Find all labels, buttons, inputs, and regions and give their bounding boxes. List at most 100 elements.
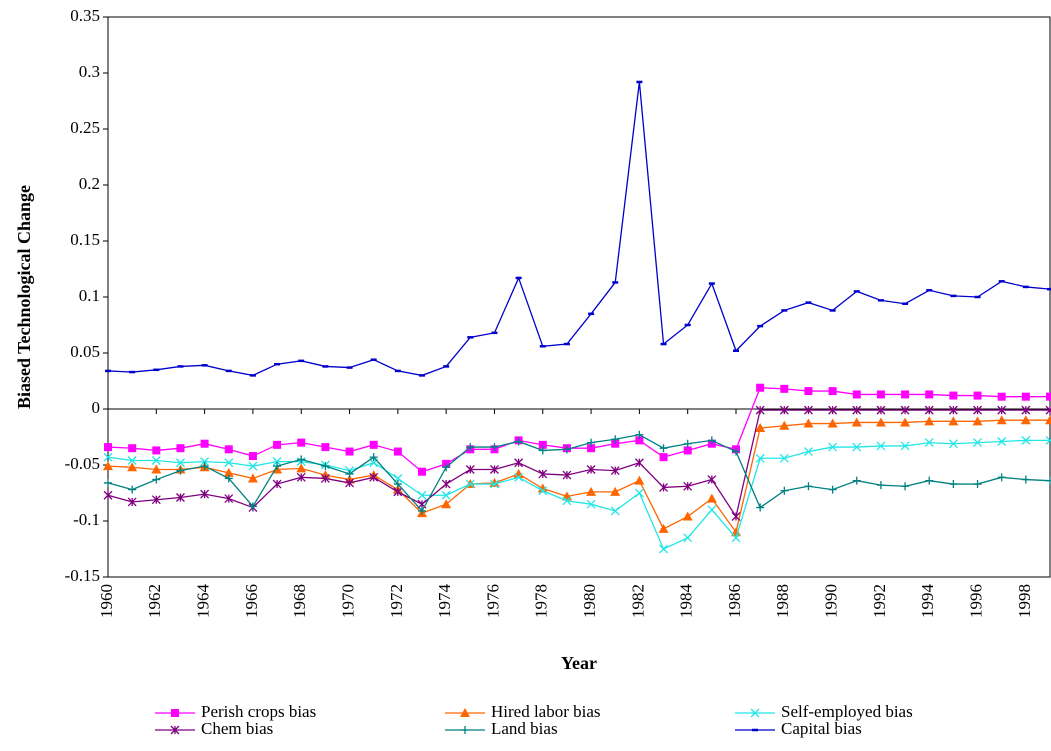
- data-point: [538, 440, 547, 449]
- x-tick-label: 1986: [725, 584, 744, 618]
- data-point: [247, 473, 258, 483]
- data-point: [128, 444, 137, 453]
- data-point: [659, 453, 668, 462]
- data-point: [900, 417, 911, 427]
- series-line: [107, 387, 1050, 473]
- data-point: [683, 481, 693, 491]
- data-point: [417, 490, 427, 500]
- data-point: [224, 458, 234, 468]
- data-point: [755, 423, 766, 433]
- data-point: [973, 391, 982, 400]
- data-point: [465, 479, 475, 489]
- y-tick-label: -0.05: [65, 454, 100, 473]
- data-point: [900, 405, 910, 415]
- series-line: [107, 434, 1051, 513]
- x-tick-label: 1964: [194, 584, 213, 619]
- data-point: [925, 476, 934, 485]
- data-point: [562, 445, 571, 454]
- data-point: [828, 405, 838, 415]
- legend-marker: [460, 708, 470, 717]
- data-point: [296, 472, 306, 482]
- data-point: [803, 418, 814, 428]
- data-point: [1046, 392, 1051, 401]
- data-point: [732, 447, 740, 456]
- x-tick-label: 1978: [532, 584, 551, 618]
- data-point: [441, 479, 451, 489]
- x-tick-label: 1990: [822, 584, 841, 618]
- data-point: [1045, 405, 1051, 415]
- data-point: [828, 485, 837, 494]
- data-point: [659, 482, 668, 492]
- data-point: [925, 390, 934, 399]
- data-point: [876, 390, 885, 399]
- data-point: [973, 438, 982, 448]
- data-point: [200, 462, 209, 471]
- data-point: [949, 391, 958, 400]
- data-point: [176, 444, 185, 453]
- data-point: [973, 405, 982, 415]
- data-point: [393, 487, 403, 497]
- legend-label: Chem bias: [201, 719, 273, 738]
- data-point: [538, 486, 548, 496]
- data-point: [587, 444, 596, 453]
- data-point: [900, 441, 910, 451]
- data-point: [537, 483, 548, 493]
- data-point: [635, 436, 644, 445]
- data-point: [103, 452, 113, 462]
- data-point: [659, 544, 668, 554]
- data-point: [924, 416, 935, 426]
- data-point: [586, 465, 596, 474]
- x-tick-label: 1976: [483, 584, 502, 618]
- data-point: [634, 458, 644, 468]
- data-point: [587, 438, 596, 447]
- data-point: [779, 453, 789, 463]
- data-point: [924, 405, 934, 415]
- data-point: [1021, 475, 1030, 484]
- data-point: [804, 447, 813, 457]
- legend-label: Hired labor bias: [491, 702, 601, 721]
- data-point: [393, 447, 402, 456]
- data-point: [997, 473, 1006, 482]
- data-point: [828, 387, 837, 396]
- data-point: [949, 480, 958, 489]
- series-line: [107, 409, 1050, 519]
- y-tick-label: 0: [92, 398, 101, 417]
- data-point: [610, 506, 620, 516]
- data-point: [104, 443, 112, 452]
- data-point: [321, 443, 330, 452]
- data-point: [103, 461, 113, 471]
- x-tick-label: 1960: [97, 584, 116, 618]
- data-point: [369, 472, 379, 482]
- data-point: [442, 463, 451, 472]
- data-point: [200, 439, 209, 448]
- data-point: [345, 447, 354, 456]
- data-point: [948, 439, 958, 449]
- data-point: [755, 405, 765, 415]
- data-point: [659, 444, 668, 453]
- data-point: [248, 502, 257, 511]
- data-point: [514, 472, 524, 482]
- data-point: [876, 481, 885, 490]
- x-tick-label: 1980: [580, 584, 599, 618]
- data-point: [901, 390, 910, 399]
- data-point: [779, 420, 790, 430]
- data-point: [200, 457, 210, 467]
- data-point: [634, 475, 645, 485]
- data-point: [369, 440, 378, 449]
- data-point: [538, 469, 548, 479]
- data-point: [320, 473, 330, 483]
- legend-marker: [171, 709, 179, 717]
- data-point: [224, 474, 233, 483]
- data-point: [273, 462, 282, 471]
- data-point: [248, 461, 258, 471]
- data-point: [996, 415, 1007, 425]
- data-point: [756, 383, 765, 392]
- legend-marker: [461, 726, 469, 734]
- data-point: [562, 470, 572, 480]
- data-point: [514, 458, 524, 468]
- data-point: [296, 463, 307, 473]
- data-point: [972, 416, 983, 426]
- data-point: [1045, 415, 1051, 425]
- x-tick-label: 1996: [966, 584, 985, 618]
